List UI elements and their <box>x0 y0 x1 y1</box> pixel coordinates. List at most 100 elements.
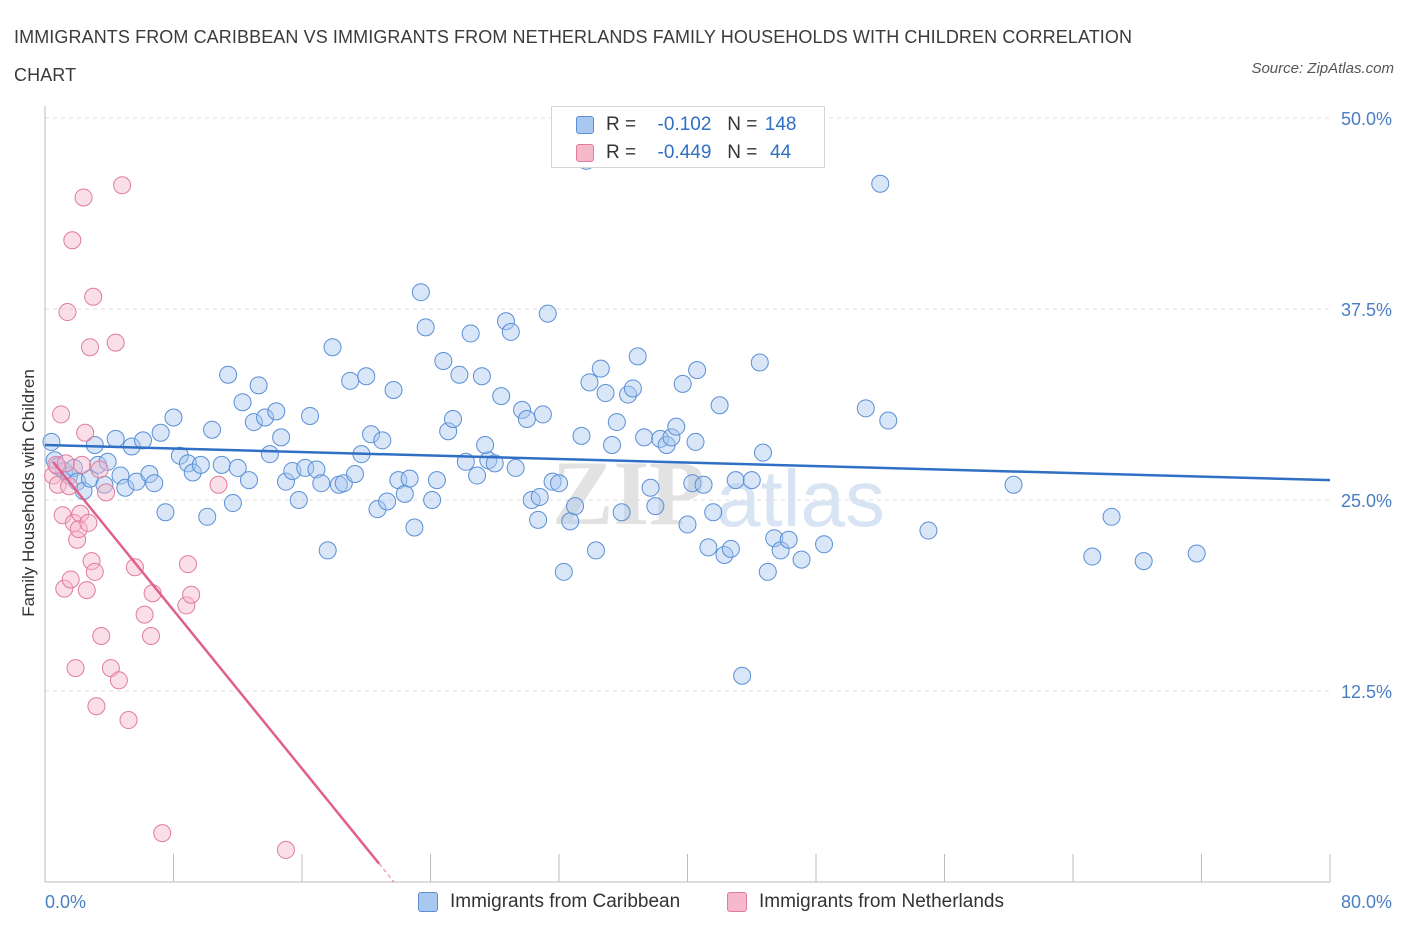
data-point-caribbean <box>164 408 183 427</box>
series-caribbean-points <box>42 151 1206 685</box>
data-point-netherlands <box>56 454 75 473</box>
y-tick-label: 25.0% <box>1341 491 1392 511</box>
data-point-caribbean <box>742 471 761 490</box>
data-point-caribbean <box>543 472 562 491</box>
data-point-caribbean <box>233 393 252 412</box>
data-point-caribbean <box>879 411 898 430</box>
data-point-caribbean <box>591 359 610 378</box>
data-point-netherlands <box>63 231 82 250</box>
data-point-netherlands <box>74 188 93 207</box>
data-point-caribbean <box>758 562 777 581</box>
data-point-caribbean <box>753 443 772 462</box>
data-point-caribbean <box>244 413 263 432</box>
bottom-legend-swatch-caribbean <box>418 892 438 912</box>
data-point-caribbean <box>688 361 707 380</box>
data-point-caribbean <box>318 541 337 560</box>
data-point-caribbean <box>439 422 458 441</box>
data-point-caribbean <box>140 465 159 484</box>
y-tick-label: 37.5% <box>1341 300 1392 320</box>
data-point-caribbean <box>550 474 568 493</box>
data-point-caribbean <box>228 458 247 477</box>
bottom-legend-netherlands: Immigrants from Netherlands <box>727 888 1004 916</box>
data-point-caribbean <box>733 666 752 685</box>
data-point-netherlands <box>69 520 88 539</box>
data-point-netherlands <box>48 475 67 494</box>
data-point-caribbean <box>427 471 446 490</box>
watermark: ZIP atlas <box>552 442 885 544</box>
data-point-caribbean <box>1134 552 1153 571</box>
data-point-caribbean <box>1102 507 1121 526</box>
data-point-caribbean <box>612 503 631 522</box>
data-point-caribbean <box>272 428 291 447</box>
legend-n-label: N = <box>727 114 758 135</box>
data-point-caribbean <box>635 428 654 447</box>
bottom-legend-label-caribbean: Immigrants from Caribbean <box>450 891 681 912</box>
data-point-caribbean <box>572 426 591 445</box>
data-point-caribbean <box>1083 547 1102 566</box>
data-point-caribbean <box>517 410 536 429</box>
data-point-caribbean <box>779 530 798 549</box>
data-point-caribbean <box>704 503 723 522</box>
data-point-caribbean <box>423 491 442 509</box>
data-point-caribbean <box>641 478 660 497</box>
y-axis-label: Family Households with Children <box>19 369 38 617</box>
chart-title: IMMIGRANTS FROM CARIBBEAN VS IMMIGRANTS … <box>14 27 1133 85</box>
data-point-caribbean <box>468 466 487 485</box>
data-point-caribbean <box>260 445 279 464</box>
data-point-caribbean <box>815 535 834 554</box>
data-point-caribbean <box>384 380 403 399</box>
data-point-caribbean <box>400 469 419 488</box>
data-point-caribbean <box>871 174 890 193</box>
data-point-caribbean <box>357 367 376 386</box>
data-point-netherlands <box>72 455 91 474</box>
data-point-caribbean <box>198 507 217 526</box>
data-point-caribbean <box>628 347 647 366</box>
data-point-netherlands <box>76 423 95 442</box>
data-point-netherlands <box>55 579 74 598</box>
data-point-netherlands <box>142 626 161 645</box>
data-point-netherlands <box>109 671 128 690</box>
data-point-caribbean <box>151 423 170 442</box>
data-point-caribbean <box>607 413 626 432</box>
data-point-caribbean <box>145 474 164 493</box>
correlation-legend: R = -0.102 N = 148 R = -0.449 N = 44 <box>551 106 825 168</box>
legend-r-value: -0.102 <box>657 114 712 135</box>
data-point-caribbean <box>485 454 504 473</box>
data-point-caribbean <box>673 374 692 393</box>
data-point-netherlands <box>61 570 80 589</box>
data-point-netherlands <box>135 605 154 624</box>
legend-n-value: 148 <box>764 114 797 135</box>
data-point-caribbean <box>178 454 197 473</box>
data-point-netherlands <box>92 626 111 645</box>
data-point-caribbean <box>416 318 435 337</box>
data-point-caribbean <box>856 399 875 418</box>
data-point-caribbean <box>580 373 599 392</box>
data-point-netherlands <box>113 176 132 195</box>
data-point-caribbean <box>646 497 665 516</box>
data-point-caribbean <box>1187 544 1206 563</box>
data-point-netherlands <box>77 581 96 600</box>
data-point-caribbean <box>450 365 469 384</box>
legend-n-value: 44 <box>770 142 792 163</box>
data-point-netherlands <box>87 697 106 716</box>
legend-row-netherlands: R = -0.449 N = 44 <box>576 140 799 166</box>
data-point-caribbean <box>678 515 697 534</box>
tick-labels: 12.5% 25.0% 37.5% 50.0% 0.0% 80.0% <box>45 109 1392 912</box>
data-point-netherlands <box>84 287 103 306</box>
data-point-caribbean <box>538 304 557 323</box>
data-point-netherlands <box>58 303 77 322</box>
data-point-caribbean <box>341 371 360 390</box>
legend-r-value: -0.449 <box>657 142 712 163</box>
bottom-legend-label-netherlands: Immigrants from Netherlands <box>759 891 1004 912</box>
data-point-caribbean <box>721 539 740 558</box>
data-point-caribbean <box>686 432 705 451</box>
data-point-netherlands <box>178 555 197 574</box>
data-point-caribbean <box>683 474 702 493</box>
legend-n-label: N = <box>727 142 758 163</box>
legend-swatch-netherlands <box>576 144 594 162</box>
data-point-caribbean <box>219 365 238 384</box>
data-point-caribbean <box>411 283 430 302</box>
data-point-caribbean <box>750 353 769 372</box>
data-point-netherlands <box>44 466 63 485</box>
